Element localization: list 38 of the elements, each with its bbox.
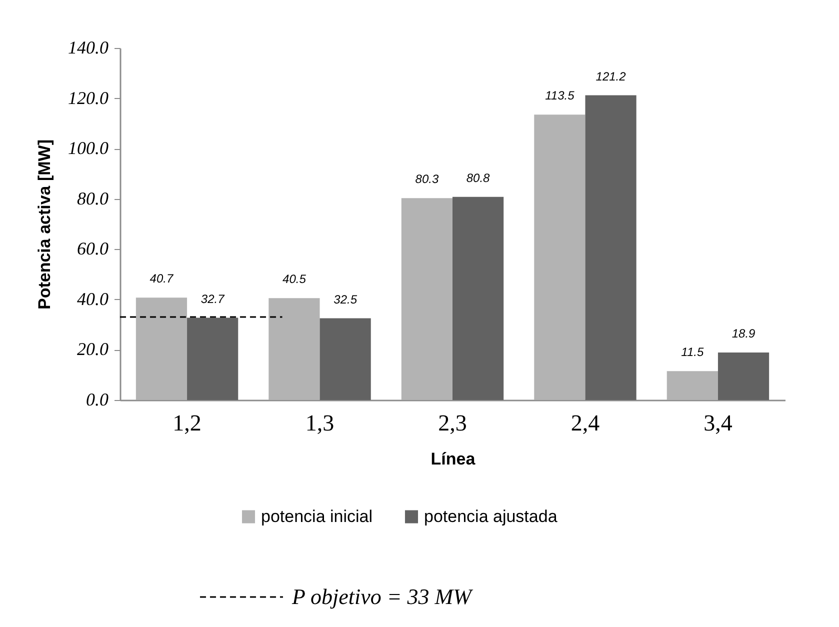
y-tick-label: 40.0	[77, 288, 108, 309]
bar	[401, 198, 452, 400]
x-tick-label: 1,2	[172, 410, 202, 436]
bar	[268, 298, 320, 400]
y-tick-label: 20.0	[77, 339, 108, 360]
y-tick-label: 80.0	[77, 188, 108, 208]
y-tick-label: 60.0	[77, 238, 108, 259]
x-axis-title: Línea	[430, 450, 476, 468]
y-tick-label: 140.0	[68, 38, 108, 58]
data-label: 11.5	[681, 345, 704, 360]
y-tick-label: 0.0	[86, 390, 108, 410]
data-label: 32.5	[334, 292, 358, 306]
data-label: 121.2	[596, 69, 626, 84]
bar	[187, 318, 238, 400]
legend-label: potencia inicial	[261, 506, 373, 526]
bar	[136, 298, 188, 400]
y-axis-title: Potencia activa [MW]	[35, 139, 54, 310]
x-tick-label: 3,4	[704, 410, 733, 436]
bar	[452, 196, 504, 400]
x-tick-label: 2,3	[438, 410, 467, 436]
data-label: 80.8	[466, 170, 490, 185]
bar	[320, 318, 371, 400]
bar	[534, 114, 586, 400]
y-tick-label: 120.0	[68, 88, 108, 108]
y-tick-label: 100.0	[68, 138, 108, 158]
data-label: 40.7	[150, 272, 174, 286]
bar	[585, 95, 636, 400]
legend-label: potencia ajustada	[424, 506, 558, 526]
data-label: 18.9	[732, 326, 756, 340]
x-tick-label: 1,3	[305, 410, 334, 436]
x-tick-label: 2,4	[570, 410, 600, 436]
legend-label: P objetivo = 33 MW	[291, 584, 474, 609]
bar	[718, 352, 770, 400]
data-label: 32.7	[200, 292, 226, 306]
data-label: 40.5	[282, 272, 306, 286]
data-label: 113.5	[545, 88, 575, 103]
bar	[666, 371, 718, 400]
data-label: 80.3	[415, 172, 439, 186]
